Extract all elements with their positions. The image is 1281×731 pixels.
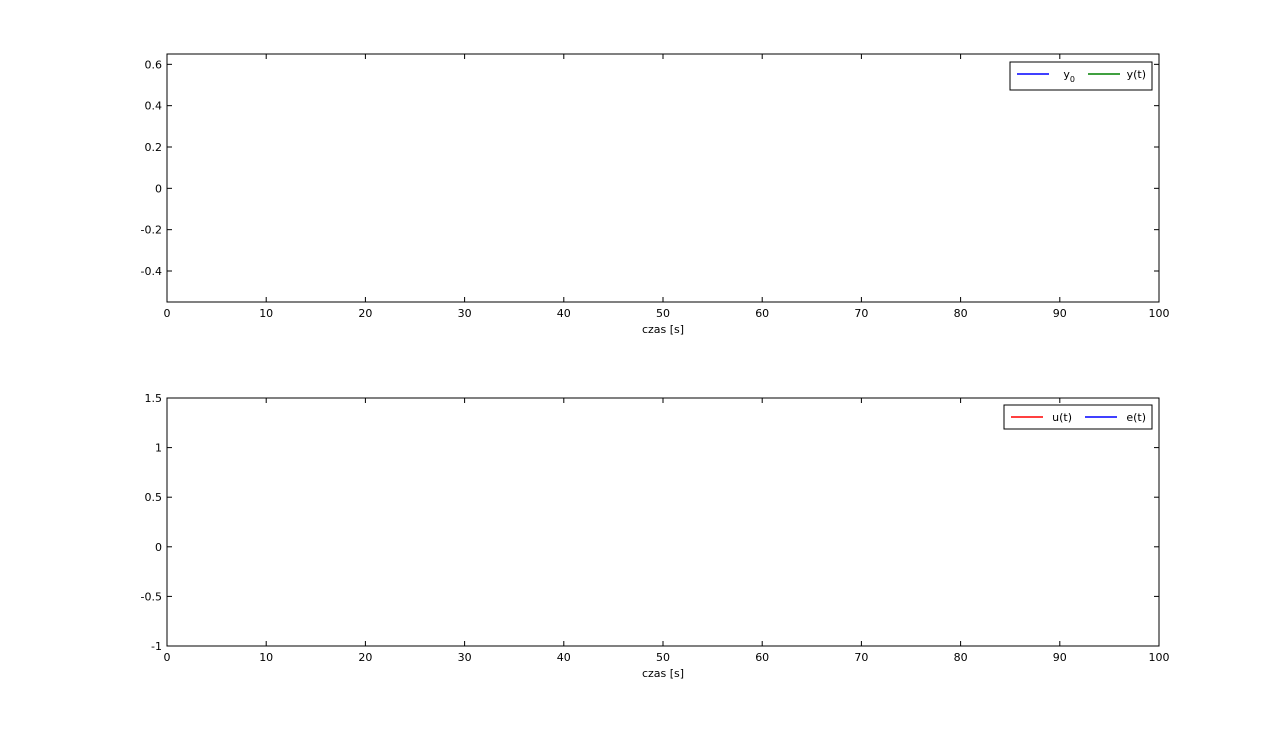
x-tick-label: 80 <box>954 651 968 664</box>
legend: y0 y(t) <box>1009 61 1153 91</box>
y-tick-label: 0.5 <box>145 491 163 504</box>
chart-1: 0 10 20 30 40 50 60 70 80 90 100 0.6 0.4 0.2 0 -0.2 -0.4… <box>141 53 1170 336</box>
x-tick-label: 10 <box>259 651 273 664</box>
legend-label: u(t) <box>1052 411 1072 424</box>
x-tick-label: 50 <box>656 651 670 664</box>
x-tick-label: 80 <box>954 307 968 320</box>
axes-frame <box>166 53 1160 303</box>
x-tick-label: 30 <box>458 307 472 320</box>
y-tick-label: 0.6 <box>145 58 163 71</box>
y-tick-label: -0.4 <box>141 265 162 278</box>
legend-box <box>1009 61 1153 91</box>
x-tick-label: 0 <box>164 651 171 664</box>
y-tick-label: 1.5 <box>145 392 163 405</box>
y-tick-label: 0 <box>155 182 162 195</box>
x-tick-label: 90 <box>1053 651 1067 664</box>
x-tick-label: 90 <box>1053 307 1067 320</box>
x-tick-label: 30 <box>458 651 472 664</box>
x-tick-label: 0 <box>164 307 171 320</box>
y-tick-label: -0.2 <box>141 224 162 237</box>
y-tick-label: 1 <box>155 442 162 455</box>
x-tick-label: 60 <box>755 651 769 664</box>
legend-subscript: 0 <box>1070 75 1075 84</box>
x-axis-label: czas [s] <box>642 323 684 336</box>
legend-label: e(t) <box>1126 411 1146 424</box>
x-tick-label: 10 <box>259 307 273 320</box>
axes-frame <box>166 397 1160 647</box>
x-tick-label: 60 <box>755 307 769 320</box>
x-tick-label: 20 <box>358 651 372 664</box>
x-tick-label: 70 <box>854 651 868 664</box>
y-tick-label: 0 <box>155 541 162 554</box>
y-tick-label: -1 <box>151 640 162 653</box>
legend: u(t) e(t) <box>1003 404 1153 430</box>
x-tick-label: 100 <box>1149 307 1170 320</box>
y-tick-label: -0.5 <box>141 590 162 603</box>
x-tick-label: 40 <box>557 651 571 664</box>
y-tick-label: 0.4 <box>145 100 163 113</box>
legend-label: y(t) <box>1127 68 1146 81</box>
y-tick-label: 0.2 <box>145 141 163 154</box>
x-axis-label: czas [s] <box>642 667 684 680</box>
x-tick-label: 20 <box>358 307 372 320</box>
chart-2: 0 10 20 30 40 50 60 70 80 90 100 1.5 1 0.5 0 -0.5 -1 czas… <box>141 392 1170 680</box>
x-tick-label: 100 <box>1149 651 1170 664</box>
x-tick-label: 70 <box>854 307 868 320</box>
x-tick-label: 50 <box>656 307 670 320</box>
legend-label: y0 <box>1063 68 1075 84</box>
x-tick-label: 40 <box>557 307 571 320</box>
